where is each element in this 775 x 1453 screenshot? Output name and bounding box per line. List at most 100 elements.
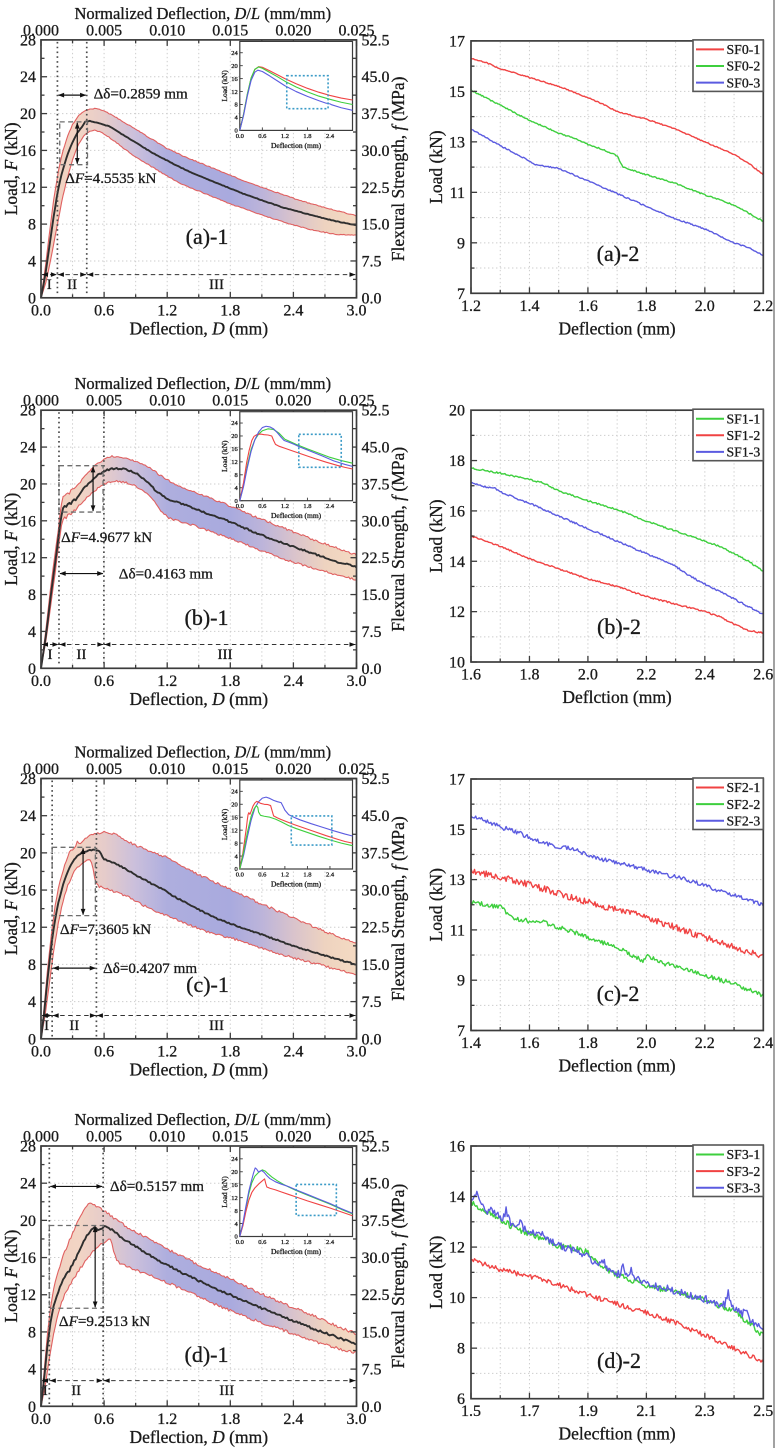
svg-text:37.5: 37.5 [362, 1213, 390, 1230]
svg-text:45.0: 45.0 [362, 440, 390, 457]
svg-text:37.5: 37.5 [362, 106, 390, 123]
svg-text:Normalized Deflection, D/L (mm: Normalized Deflection, D/L (mm/mm) [74, 374, 331, 393]
svg-text:12: 12 [449, 1240, 465, 1257]
svg-text:7: 7 [457, 1023, 465, 1040]
svg-text:Deflction (mm): Deflction (mm) [562, 687, 672, 707]
svg-text:2.2: 2.2 [636, 667, 656, 684]
svg-text:0.010: 0.010 [149, 22, 185, 39]
svg-text:52.5: 52.5 [362, 771, 390, 788]
svg-text:2.0: 2.0 [578, 667, 598, 684]
svg-text:0: 0 [28, 1399, 36, 1416]
svg-text:14: 14 [449, 1189, 465, 1206]
svg-text:SF1-2: SF1-2 [727, 428, 761, 443]
svg-text:7.5: 7.5 [362, 1362, 382, 1379]
svg-text:Load (kN): Load (kN) [220, 808, 229, 840]
svg-text:2.4: 2.4 [283, 302, 303, 319]
svg-text:1.7: 1.7 [520, 1403, 540, 1420]
svg-text:III: III [218, 647, 233, 663]
svg-text:0.020: 0.020 [275, 761, 311, 778]
svg-text:2.1: 2.1 [636, 1403, 656, 1420]
svg-text:12: 12 [20, 550, 36, 567]
svg-text:Load, F (kN): Load, F (kN) [1, 1230, 21, 1323]
svg-text:6: 6 [457, 1391, 465, 1408]
svg-text:10: 10 [449, 655, 465, 672]
svg-text:0.015: 0.015 [212, 761, 248, 778]
svg-text:Deflection (mm): Deflection (mm) [559, 318, 676, 338]
svg-text:Load, F (kN): Load, F (kN) [1, 862, 21, 955]
svg-text:0.6: 0.6 [94, 302, 114, 319]
svg-text:Flexural Strength, f (MPa): Flexural Strength, f (MPa) [388, 76, 408, 261]
svg-text:4: 4 [28, 994, 36, 1011]
svg-text:1.2: 1.2 [157, 673, 177, 690]
svg-text:Normalized Deflection, D/L (mm: Normalized Deflection, D/L (mm/mm) [74, 743, 331, 762]
svg-text:2.4: 2.4 [326, 133, 335, 140]
svg-text:Load (kN): Load (kN) [220, 440, 229, 472]
svg-text:0.005: 0.005 [86, 22, 122, 39]
svg-text:4: 4 [28, 624, 36, 641]
svg-text:Deflection (mm): Deflection (mm) [271, 141, 322, 150]
svg-text:1.6: 1.6 [578, 298, 598, 315]
svg-text:1.9: 1.9 [578, 1403, 598, 1420]
svg-text:II: II [67, 277, 77, 293]
svg-text:45.0: 45.0 [362, 808, 390, 825]
svg-text:24: 24 [20, 1176, 36, 1193]
svg-text:ΔF=7.3605 kN: ΔF=7.3605 kN [60, 922, 151, 938]
svg-text:24: 24 [20, 808, 36, 825]
svg-text:20: 20 [231, 63, 238, 70]
svg-text:2.6: 2.6 [753, 667, 773, 684]
svg-text:0.000: 0.000 [23, 761, 59, 778]
svg-text:0: 0 [235, 1234, 238, 1241]
svg-text:0.015: 0.015 [212, 22, 248, 39]
svg-text:ΔF=4.5535 kN: ΔF=4.5535 kN [65, 171, 156, 187]
svg-text:1.8: 1.8 [220, 302, 240, 319]
svg-text:7.5: 7.5 [362, 254, 382, 271]
svg-text:Deflection, D (mm): Deflection, D (mm) [130, 689, 269, 709]
svg-text:2.4: 2.4 [326, 503, 335, 510]
svg-text:0.0: 0.0 [362, 661, 382, 678]
svg-text:Delecftion (mm): Delecftion (mm) [559, 1424, 676, 1444]
svg-text:16: 16 [20, 513, 36, 530]
svg-text:Load, F (kN): Load, F (kN) [1, 122, 21, 215]
svg-text:I: I [43, 1383, 48, 1399]
svg-text:8: 8 [28, 217, 36, 234]
svg-text:14: 14 [449, 554, 465, 571]
svg-text:2.0: 2.0 [695, 298, 715, 315]
svg-text:12: 12 [20, 920, 36, 937]
svg-text:22.5: 22.5 [362, 180, 390, 197]
svg-text:16: 16 [231, 446, 238, 453]
svg-text:0.0: 0.0 [31, 1411, 51, 1428]
svg-text:28: 28 [20, 32, 36, 49]
svg-text:(d)-1: (d)-1 [185, 1342, 229, 1367]
svg-text:24: 24 [231, 50, 238, 57]
svg-text:Deflection, D (mm): Deflection, D (mm) [130, 1427, 269, 1447]
svg-text:Load (kN): Load (kN) [426, 868, 446, 942]
svg-text:4: 4 [28, 1362, 36, 1379]
svg-text:1.2: 1.2 [157, 302, 177, 319]
svg-text:3.0: 3.0 [347, 1411, 367, 1428]
svg-text:9: 9 [457, 235, 465, 252]
svg-text:52.5: 52.5 [362, 1139, 390, 1156]
svg-text:(b)-2: (b)-2 [597, 614, 641, 639]
svg-text:0.0: 0.0 [236, 133, 244, 140]
svg-text:0.005: 0.005 [86, 393, 122, 410]
svg-text:12: 12 [20, 1287, 36, 1304]
svg-text:15: 15 [449, 822, 465, 839]
svg-text:52.5: 52.5 [362, 403, 390, 420]
svg-text:1.8: 1.8 [578, 1035, 598, 1052]
svg-text:ΔF=9.2513 kN: ΔF=9.2513 kN [59, 1314, 150, 1330]
svg-text:SF1-1: SF1-1 [727, 411, 761, 426]
svg-text:4: 4 [235, 115, 239, 122]
svg-text:0: 0 [235, 498, 238, 505]
svg-text:0.6: 0.6 [258, 872, 267, 879]
svg-text:1.2: 1.2 [461, 298, 481, 315]
svg-text:SF0-2: SF0-2 [727, 59, 761, 74]
svg-text:16: 16 [20, 1250, 36, 1267]
svg-text:0.010: 0.010 [149, 393, 185, 410]
svg-text:Normalized Deflection, D/L (mm: Normalized Deflection, D/L (mm/mm) [74, 1110, 331, 1129]
svg-text:SF2-2: SF2-2 [727, 797, 761, 812]
svg-text:8: 8 [457, 1341, 465, 1358]
svg-text:0.0: 0.0 [362, 1031, 382, 1048]
svg-text:2.4: 2.4 [283, 673, 303, 690]
svg-text:20: 20 [231, 433, 238, 440]
svg-text:20: 20 [231, 802, 238, 809]
